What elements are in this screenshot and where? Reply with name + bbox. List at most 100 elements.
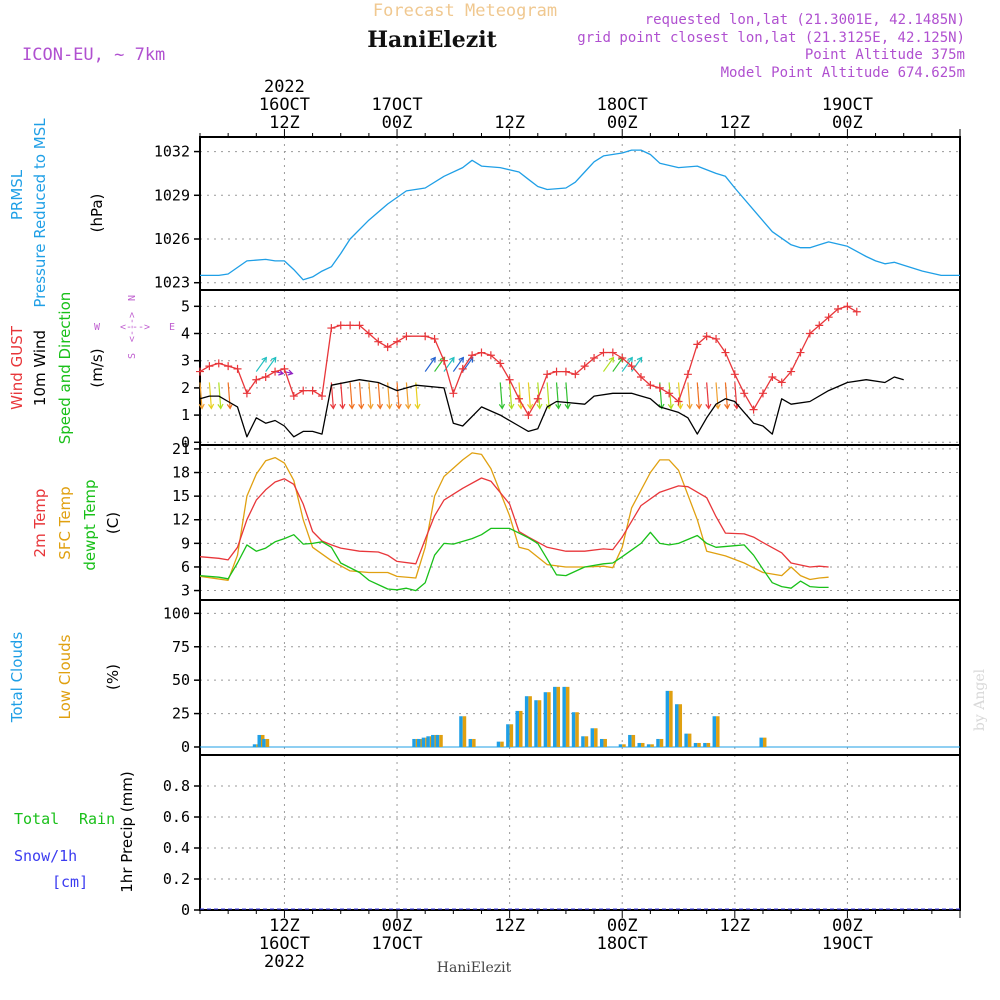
gust-marker bbox=[449, 389, 458, 398]
pressure-msl-label: Pressure Reduced to MSL bbox=[31, 118, 49, 308]
precip-tick-label: 0.4 bbox=[163, 839, 190, 857]
total-clouds-bar bbox=[431, 734, 435, 747]
wind-arrowhead bbox=[270, 356, 277, 363]
total-clouds-bar bbox=[590, 728, 595, 747]
requested-coordinates: requested lon,lat (21.3001E, 42.1485N) bbox=[645, 12, 965, 28]
wind-arrow bbox=[424, 357, 436, 372]
gust-marker bbox=[299, 386, 308, 395]
low-clouds-bar bbox=[697, 742, 701, 747]
wind-arrowhead bbox=[508, 403, 515, 410]
gust-marker bbox=[740, 389, 749, 398]
gust-marker bbox=[758, 389, 767, 398]
precip-total-label: Total bbox=[14, 810, 59, 828]
model-name: ICON-EU, ~ 7km bbox=[22, 45, 165, 65]
wind-unit-label: (m/s) bbox=[88, 348, 106, 387]
wind-tick-label: 2 bbox=[181, 379, 190, 397]
wind-arrow bbox=[509, 382, 513, 409]
gust-marker bbox=[730, 370, 739, 379]
wind-10m-label: 10m Wind bbox=[31, 330, 49, 406]
wind-arrow bbox=[199, 382, 203, 409]
wind-arrow bbox=[349, 382, 353, 409]
wind-arrow bbox=[218, 382, 222, 409]
wind-arrow bbox=[715, 382, 719, 409]
total-clouds-bar bbox=[675, 704, 679, 747]
gust-marker bbox=[796, 348, 805, 357]
pressure-tick-label: 1026 bbox=[154, 230, 190, 248]
total-clouds-bar bbox=[759, 737, 763, 747]
clouds-frame bbox=[199, 599, 961, 756]
gust-marker bbox=[271, 367, 280, 376]
temp-tick-label: 6 bbox=[181, 558, 190, 576]
pressure-tick-label: 1023 bbox=[154, 274, 190, 292]
clouds-tick-label: 0 bbox=[181, 738, 190, 756]
gust-marker bbox=[749, 405, 758, 414]
gust-marker bbox=[308, 386, 317, 395]
total-clouds-bar bbox=[543, 692, 548, 747]
gust-marker bbox=[468, 351, 477, 360]
wind-arrowhead bbox=[449, 356, 455, 363]
total-clouds-bar bbox=[646, 744, 651, 747]
wind-arrow bbox=[227, 382, 231, 409]
gust-marker bbox=[524, 411, 533, 420]
temp-frame bbox=[199, 444, 961, 601]
wind-arrow bbox=[677, 382, 682, 409]
total-clouds-bar bbox=[515, 710, 520, 747]
low-clouds-bar bbox=[678, 704, 683, 747]
gust-marker bbox=[477, 348, 486, 357]
gust-marker bbox=[383, 343, 392, 352]
temp-unit-label: (C) bbox=[104, 512, 122, 534]
bottom-time-hour: 12Z bbox=[719, 916, 750, 936]
top-time-hour: 12Z bbox=[719, 113, 750, 133]
gust-marker bbox=[393, 337, 402, 346]
wind-arrow bbox=[546, 382, 550, 409]
footer-location: HaniElezit bbox=[437, 960, 512, 976]
gust-marker bbox=[721, 348, 730, 357]
low-clouds-bar bbox=[462, 716, 467, 747]
cloud-bars bbox=[200, 686, 960, 748]
low-clouds-bar bbox=[509, 724, 514, 747]
wind-gust-line bbox=[199, 305, 858, 416]
total-clouds-bar bbox=[252, 744, 257, 747]
wind-arrowhead bbox=[564, 403, 571, 410]
gust-marker bbox=[336, 321, 345, 330]
wind-arrow bbox=[368, 382, 372, 409]
low-clouds-bar bbox=[669, 690, 673, 747]
wind-arrow bbox=[631, 357, 643, 372]
wind-arrowhead bbox=[329, 403, 337, 410]
bottom-time-hour: 00Z bbox=[832, 916, 863, 936]
temp-tick-label: 21 bbox=[172, 440, 190, 458]
top-time-date: 17OCT bbox=[371, 95, 422, 115]
wind-arrowhead bbox=[608, 356, 615, 363]
gust-marker bbox=[674, 397, 683, 406]
gust-marker bbox=[224, 362, 233, 371]
gust-marker bbox=[355, 321, 364, 330]
gust-marker bbox=[824, 313, 833, 322]
wind-arrow bbox=[668, 382, 672, 409]
total-clouds-bar bbox=[599, 738, 604, 747]
gust-marker bbox=[233, 364, 242, 373]
precip-rain-label: Rain bbox=[79, 810, 115, 828]
wind-tick-label: 1 bbox=[181, 406, 190, 424]
gust-marker bbox=[327, 324, 336, 333]
wind-arrowhead bbox=[677, 403, 684, 410]
wind-arrow bbox=[724, 382, 729, 409]
total-clouds-bar bbox=[421, 737, 426, 747]
gust-marker bbox=[618, 353, 627, 362]
dewpt-line bbox=[199, 527, 829, 592]
gust-marker bbox=[533, 394, 542, 403]
wind-arrow bbox=[612, 357, 624, 372]
bottom-time-hour: 12Z bbox=[494, 916, 525, 936]
wind-arrowhead bbox=[348, 403, 355, 410]
gust-marker bbox=[636, 373, 645, 382]
meteogram-supertitle: Forecast Meteogram bbox=[373, 1, 557, 21]
total-clouds-bar bbox=[656, 738, 660, 747]
top-time-hour: 12Z bbox=[269, 113, 300, 133]
low-clouds-bar bbox=[519, 710, 523, 747]
gust-marker bbox=[627, 362, 636, 371]
precip-tick-label: 0.8 bbox=[163, 777, 190, 795]
total-clouds-bar bbox=[412, 738, 416, 747]
wind-tick-label: 5 bbox=[181, 297, 190, 315]
wind-arrow bbox=[499, 382, 503, 409]
total-clouds-bar bbox=[416, 738, 421, 747]
gust-marker bbox=[515, 394, 524, 403]
